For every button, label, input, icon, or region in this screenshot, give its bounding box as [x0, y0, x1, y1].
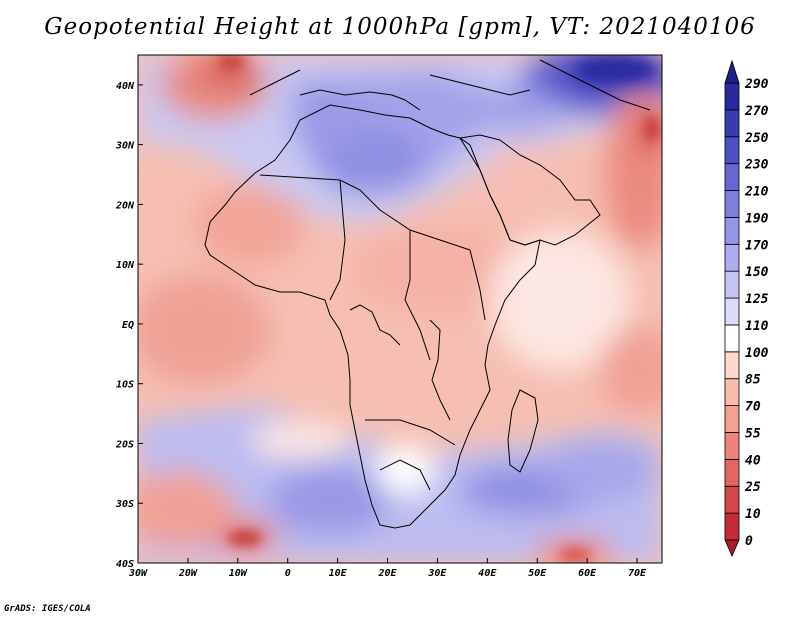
lon-tick-label: 60E [578, 568, 597, 579]
colorbar-swatch [724, 512, 740, 541]
coastlines [204, 59, 651, 529]
colorbar-label: 40 [745, 453, 761, 468]
colorbar-label: 210 [744, 185, 769, 200]
colorbar-label: 10 [745, 507, 761, 522]
lon-axis: 30W 20W 10W 0 10E 20E 30E 40E 50E 60E 70E [128, 558, 647, 579]
lat-tick-label: 20S [115, 439, 134, 450]
height-field [138, 55, 662, 563]
lat-tick-label: 40N [116, 81, 135, 92]
colorbar-swatch [724, 82, 740, 111]
colorbar-label: 110 [745, 319, 769, 334]
colorbar-high-triangle [724, 59, 740, 84]
colorbar-label: 190 [745, 211, 769, 226]
colorbar-swatch [724, 485, 740, 514]
colorbar-label: 230 [744, 158, 769, 173]
lon-tick-label: 50E [528, 568, 547, 579]
lon-tick-label: 20W [178, 568, 198, 579]
plot-frame [137, 54, 663, 564]
lat-tick-label: EQ [122, 320, 134, 331]
colorbar-label: 85 [745, 373, 761, 388]
colorbar-swatch [724, 405, 740, 433]
lat-tick-label: 10S [116, 380, 134, 391]
colorbar-label: 0 [745, 534, 753, 549]
chart-title: Geopotential Height at 1000hPa [gpm], VT… [44, 14, 756, 40]
colorbar-label: 250 [744, 131, 769, 146]
lon-tick-label: 30E [427, 568, 447, 579]
lat-tick-label: 20N [115, 200, 135, 211]
colorbar-label: 70 [745, 400, 761, 415]
colorbar-label: 170 [745, 238, 769, 253]
colorbar-swatch [724, 270, 740, 299]
colorbar-swatch [724, 109, 740, 138]
lon-tick-label: 70E [628, 568, 647, 579]
lat-tick-label: 30N [115, 141, 135, 152]
lat-tick-label: 40S [116, 559, 134, 570]
lon-tick-label: 40E [478, 568, 497, 579]
lon-tick-label: 10W [229, 568, 248, 579]
colorbar-label: 25 [744, 480, 761, 495]
colorbar-label: 270 [744, 104, 769, 119]
colorbar-swatch [724, 458, 740, 487]
lon-tick-label: 10E [329, 568, 348, 579]
lon-tick-label: 0 [285, 568, 291, 579]
lat-axis: 40N 30N 20N 10N EQ 10S 20S 30S 40S [115, 81, 143, 570]
colorbar-swatch [724, 217, 740, 245]
lon-tick-label: 20E [377, 568, 397, 579]
colorbar-swatch [724, 243, 740, 272]
colorbar-low-triangle [724, 539, 740, 557]
lat-tick-label: 10N [116, 260, 135, 271]
colorbar-swatch [724, 163, 740, 191]
colorbar-swatch [724, 378, 740, 406]
colorbar-label: 290 [744, 77, 769, 92]
colorbar-label: 55 [745, 426, 761, 441]
lon-tick-label: 30W [128, 568, 148, 579]
grads-credit: GrADS: IGES/COLA [4, 604, 91, 614]
colorbar-swatch [724, 351, 740, 380]
colorbar-swatch [724, 432, 740, 460]
colorbar-swatch [724, 136, 740, 165]
colorbar-swatch [724, 324, 740, 353]
lat-tick-label: 30S [115, 499, 134, 510]
colorbar-swatch [724, 190, 740, 218]
colorbar-label: 150 [745, 265, 769, 280]
colorbar-swatch [724, 297, 740, 326]
colorbar-label: 100 [745, 346, 769, 361]
colorbar-label: 125 [745, 292, 769, 307]
colorbar: 0 10 25 40 55 70 85 100 110 125 150 170 190 210 230 250… [724, 59, 769, 557]
